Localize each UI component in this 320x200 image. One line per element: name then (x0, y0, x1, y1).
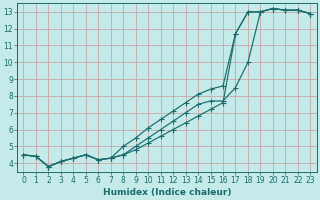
X-axis label: Humidex (Indice chaleur): Humidex (Indice chaleur) (103, 188, 231, 197)
